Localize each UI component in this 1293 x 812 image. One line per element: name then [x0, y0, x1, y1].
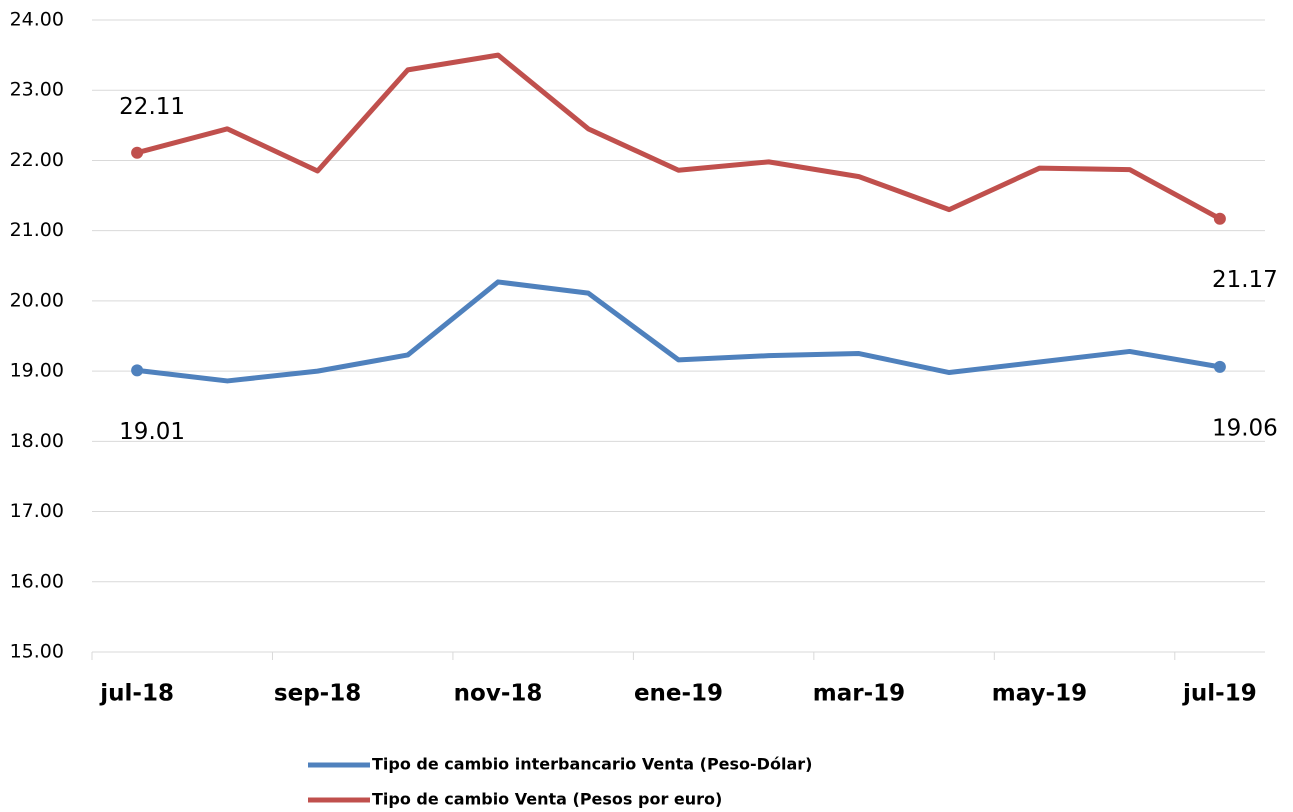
y-tick-label: 17.00: [10, 500, 64, 522]
series-line: [136, 52, 1222, 221]
x-tick-label: mar-19: [813, 681, 905, 707]
x-tick-label: jul-18: [99, 681, 174, 707]
x-tick-label: may-19: [992, 681, 1087, 707]
y-tick-label: 19.00: [10, 360, 64, 382]
data-point: [1213, 360, 1226, 373]
data-label: 19.01: [119, 419, 185, 445]
y-tick-label: 22.00: [10, 149, 64, 171]
y-tick-label: 20.00: [10, 289, 64, 311]
y-tick-label: 24.00: [10, 9, 64, 31]
legend-label: Tipo de cambio interbancario Venta (Peso…: [372, 755, 812, 774]
series-line: [136, 279, 1221, 384]
legend-label: Tipo de cambio Venta (Pesos por euro): [372, 790, 722, 809]
y-tick-label: 23.00: [10, 79, 64, 101]
y-tick-label: 21.00: [10, 219, 64, 241]
data-label: 21.17: [1212, 267, 1278, 293]
data-label: 22.11: [119, 94, 185, 120]
y-tick-label: 16.00: [10, 570, 64, 592]
y-tick-label: 18.00: [10, 430, 64, 452]
y-tick-label: 15.00: [10, 641, 64, 663]
x-tick-label: sep-18: [274, 681, 361, 707]
data-point: [131, 146, 144, 159]
x-tick-label: nov-18: [454, 681, 543, 707]
x-tick-label: ene-19: [634, 681, 723, 707]
data-label: 19.06: [1212, 415, 1278, 441]
x-tick-label: jul-19: [1182, 681, 1257, 707]
data-point: [1213, 212, 1226, 225]
data-point: [131, 364, 144, 377]
